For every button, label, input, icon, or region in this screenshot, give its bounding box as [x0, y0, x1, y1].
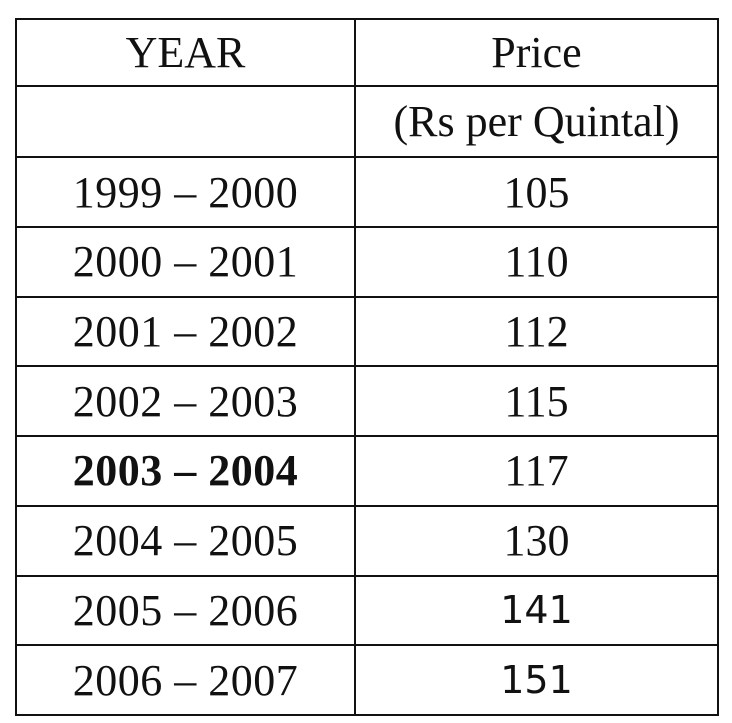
- price-value: 112: [504, 307, 569, 357]
- price-cell: 105: [354, 156, 719, 229]
- price-table: YEAR Price (Rs per Quintal) 1999 – 2000 …: [15, 18, 719, 716]
- price-value: 115: [504, 376, 569, 426]
- table-row: 2001 – 2002 112: [15, 295, 719, 368]
- year-cell: 2003 – 2004: [15, 435, 356, 507]
- price-header-cell: Price: [354, 18, 719, 87]
- year-cell: 2000 – 2001: [15, 226, 356, 298]
- price-unit-cell: (Rs per Quintal): [354, 84, 719, 159]
- price-value: 130: [503, 516, 570, 566]
- price-value: 105: [503, 167, 570, 217]
- year-value: 2003 – 2004: [72, 446, 299, 496]
- year-header-cell: YEAR: [15, 18, 356, 87]
- price-value: 110: [504, 237, 569, 287]
- price-cell: 110: [354, 226, 719, 298]
- price-value: 151: [500, 658, 573, 703]
- year-cell: 1999 – 2000: [15, 156, 356, 229]
- year-value: 1999 – 2000: [72, 167, 299, 217]
- empty-unit-cell: [15, 84, 356, 159]
- year-value: 2000 – 2001: [72, 237, 299, 287]
- table-row: 1999 – 2000 105: [15, 156, 719, 229]
- year-value: 2002 – 2003: [72, 376, 299, 426]
- year-value: 2001 – 2002: [72, 307, 299, 357]
- price-cell: 141: [354, 574, 719, 647]
- price-cell: 130: [354, 504, 719, 577]
- year-cell: 2002 – 2003: [15, 365, 356, 438]
- price-cell: 115: [354, 365, 719, 438]
- table-row: 2005 – 2006 141: [15, 574, 719, 647]
- year-cell: 2006 – 2007: [15, 644, 356, 716]
- price-cell: 112: [354, 295, 719, 368]
- table-row: 2002 – 2003 115: [15, 365, 719, 438]
- year-header: YEAR: [125, 27, 246, 77]
- unit-row: (Rs per Quintal): [15, 84, 719, 159]
- table-row: 2000 – 2001 110: [15, 226, 719, 298]
- year-cell: 2005 – 2006: [15, 574, 356, 647]
- year-value: 2005 – 2006: [72, 585, 299, 635]
- year-cell: 2001 – 2002: [15, 295, 356, 368]
- table-row: 2004 – 2005 130: [15, 504, 719, 577]
- price-table-container: YEAR Price (Rs per Quintal) 1999 – 2000 …: [15, 18, 719, 716]
- year-value: 2004 – 2005: [72, 516, 299, 566]
- price-unit: (Rs per Quintal): [393, 97, 680, 147]
- price-cell: 151: [354, 644, 719, 716]
- table-row: 2003 – 2004 117: [15, 435, 719, 507]
- header-row: YEAR Price: [15, 18, 719, 87]
- price-value: 117: [504, 446, 569, 496]
- price-value: 141: [500, 588, 573, 633]
- price-header: Price: [491, 27, 582, 77]
- table-row: 2006 – 2007 151: [15, 644, 719, 716]
- year-cell: 2004 – 2005: [15, 504, 356, 577]
- price-cell: 117: [354, 435, 719, 507]
- year-value: 2006 – 2007: [72, 655, 299, 705]
